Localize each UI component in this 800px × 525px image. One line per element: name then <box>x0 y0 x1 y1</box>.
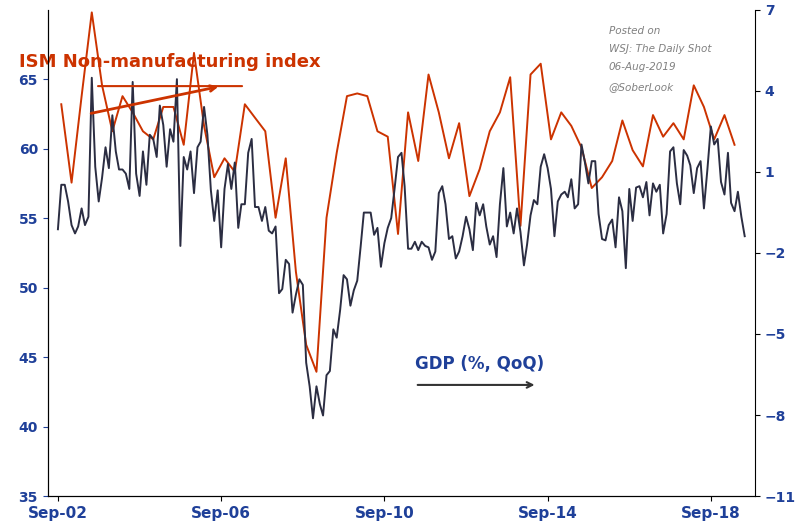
Text: ISM Non-manufacturing index: ISM Non-manufacturing index <box>19 54 321 71</box>
Text: WSJ: The Daily Shot: WSJ: The Daily Shot <box>609 44 711 54</box>
Text: 06-Aug-2019: 06-Aug-2019 <box>609 61 676 71</box>
Text: @SoberLook: @SoberLook <box>609 82 674 92</box>
Text: Posted on: Posted on <box>609 26 660 36</box>
Text: GDP (%, QoQ): GDP (%, QoQ) <box>415 355 544 373</box>
